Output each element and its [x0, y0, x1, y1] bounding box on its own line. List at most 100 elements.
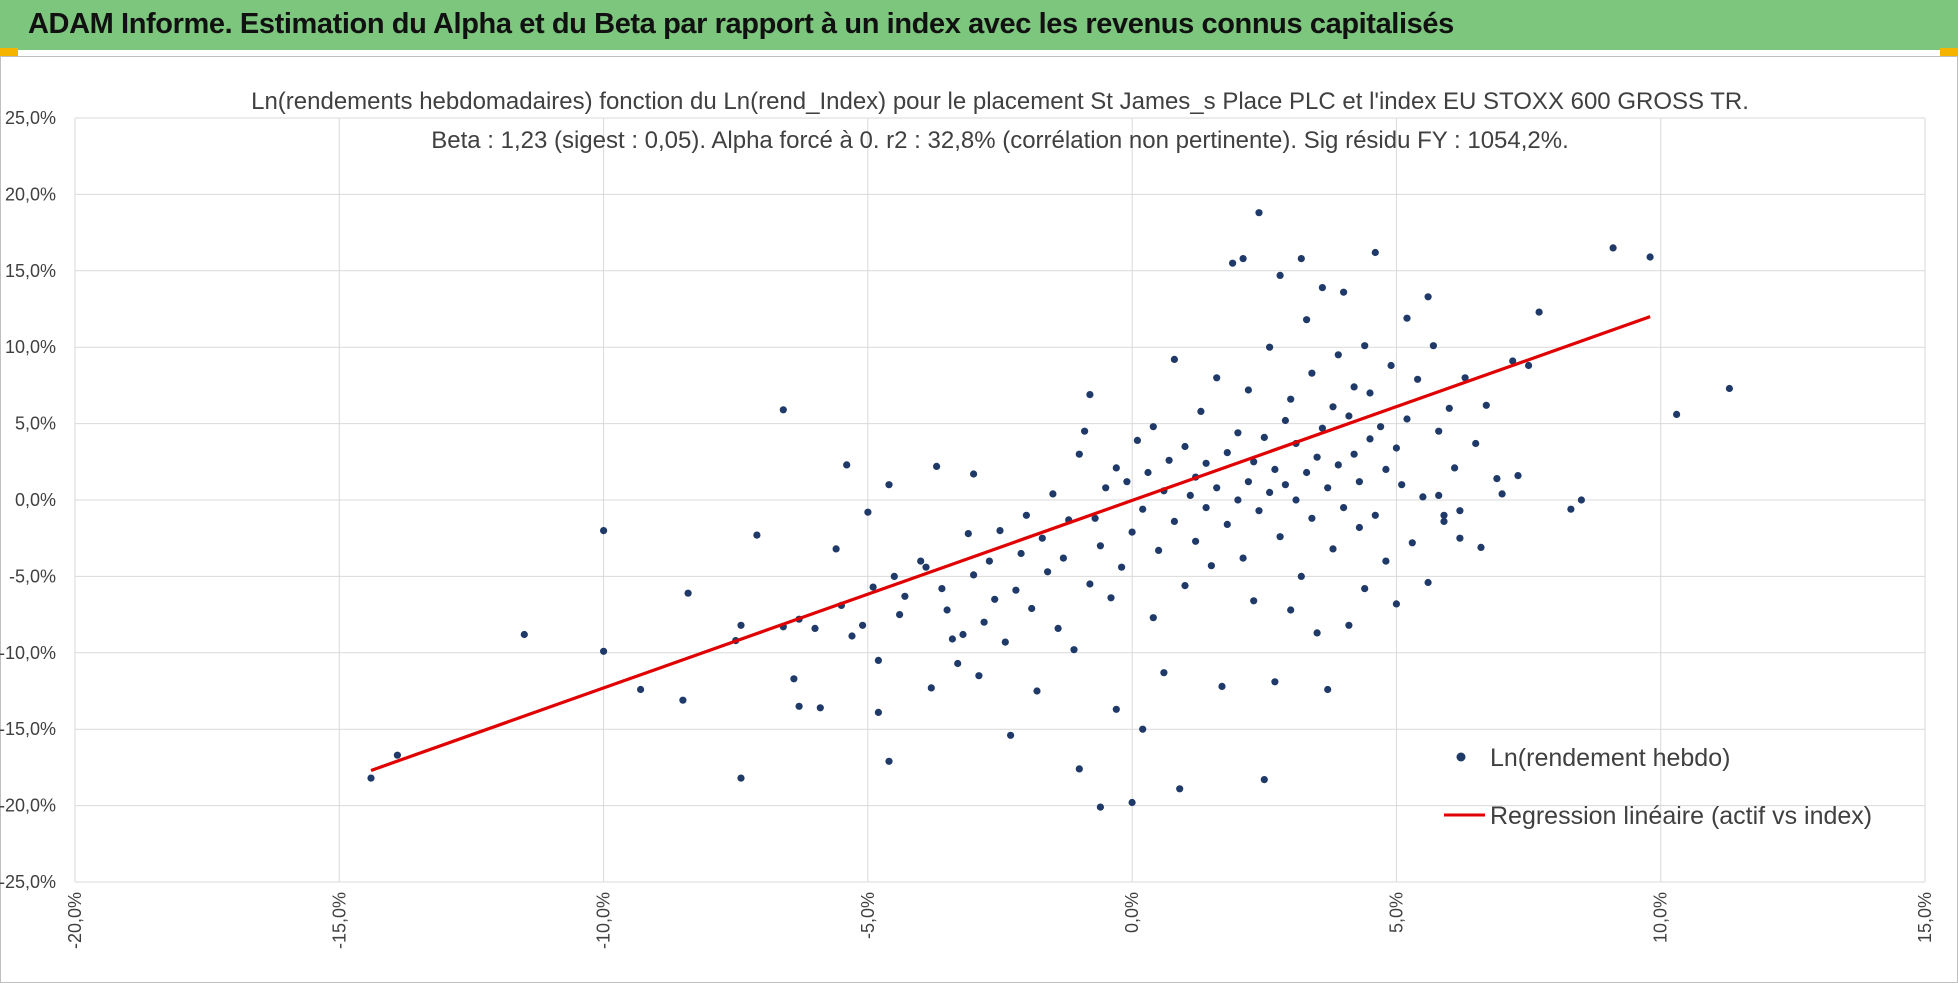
data-point	[1276, 533, 1284, 541]
data-point	[1292, 496, 1300, 504]
data-point	[938, 585, 946, 593]
data-point	[1271, 465, 1279, 473]
data-point	[922, 563, 930, 571]
x-tick-label: 5,0%	[1386, 892, 1406, 933]
y-tick-label: 15,0%	[5, 261, 56, 281]
data-point	[1324, 685, 1332, 694]
data-point	[1271, 678, 1279, 686]
y-tick-label: 10,0%	[5, 337, 56, 357]
gridlines	[74, 117, 1926, 883]
x-tick-label: 0,0%	[1122, 892, 1142, 933]
data-point	[1250, 597, 1258, 605]
data-point	[1096, 803, 1104, 811]
data-point	[843, 461, 851, 469]
data-point	[1112, 705, 1120, 713]
data-point	[1345, 412, 1353, 420]
data-point	[1207, 562, 1215, 570]
data-point	[1197, 407, 1205, 415]
data-point	[1482, 401, 1490, 409]
data-point	[864, 508, 872, 516]
data-point	[1361, 585, 1369, 593]
data-point	[1255, 209, 1263, 217]
data-point	[684, 589, 692, 597]
data-point	[1244, 386, 1252, 394]
data-point	[1086, 580, 1094, 588]
data-point	[991, 595, 999, 603]
data-point	[1223, 449, 1231, 457]
data-point	[917, 557, 925, 565]
data-point	[790, 675, 798, 683]
x-tick-label: -10,0%	[594, 892, 614, 949]
data-point	[1451, 464, 1459, 472]
data-point	[1213, 374, 1221, 382]
data-point	[737, 621, 745, 629]
data-point	[1340, 288, 1348, 296]
data-point	[1318, 424, 1326, 432]
data-point	[1260, 433, 1268, 441]
data-point	[927, 684, 935, 692]
data-point	[1054, 624, 1062, 633]
data-point	[1160, 669, 1168, 677]
legend-label-points: Ln(rendement hebdo)	[1490, 744, 1730, 772]
legend-label-regression: Regression linéaire (actif vs index)	[1490, 802, 1872, 830]
data-point	[1192, 537, 1200, 545]
y-tick-label: 25,0%	[5, 108, 56, 128]
y-tick-label: -10,0%	[0, 643, 56, 663]
data-point	[1334, 461, 1342, 469]
data-point	[1403, 314, 1411, 322]
data-point	[896, 611, 904, 619]
data-point	[1139, 725, 1147, 733]
data-point	[885, 757, 893, 765]
data-point	[1371, 248, 1379, 257]
data-point	[1281, 481, 1289, 489]
data-point	[1038, 534, 1046, 542]
data-point	[1577, 496, 1585, 504]
data-point	[964, 530, 972, 538]
data-point	[1276, 271, 1284, 279]
data-point	[1250, 458, 1258, 466]
data-point	[901, 592, 909, 600]
data-point	[1070, 646, 1078, 654]
data-point	[600, 647, 608, 655]
data-point	[753, 531, 761, 539]
data-point	[1324, 484, 1332, 492]
data-point	[1350, 383, 1358, 391]
x-tick-label: -20,0%	[65, 892, 85, 949]
data-point	[874, 708, 883, 717]
data-point	[1366, 435, 1374, 443]
data-point	[1308, 514, 1316, 522]
data-point	[1260, 776, 1268, 784]
data-point	[975, 672, 983, 680]
data-point	[1123, 478, 1131, 486]
data-point	[1255, 507, 1263, 515]
data-point	[1287, 395, 1295, 403]
data-point	[1456, 534, 1464, 542]
chart-title: Ln(rendements hebdomadaires) fonction du…	[251, 88, 1749, 115]
data-point	[985, 557, 994, 565]
y-tick-label: 0,0%	[15, 490, 56, 510]
data-point	[1086, 391, 1094, 399]
data-point	[1329, 403, 1337, 411]
data-point	[1170, 517, 1178, 526]
data-point	[1456, 507, 1464, 515]
data-point	[1382, 465, 1390, 473]
data-point	[1609, 244, 1617, 252]
data-point	[1366, 389, 1374, 397]
data-point	[1049, 490, 1057, 498]
data-point	[848, 632, 856, 640]
data-point	[816, 704, 824, 712]
data-point	[954, 659, 962, 668]
data-point	[1340, 504, 1348, 512]
data-point	[1017, 549, 1025, 558]
data-point	[737, 774, 745, 782]
data-point	[1313, 629, 1321, 637]
data-point	[1435, 491, 1443, 499]
y-tick-label: -5,0%	[9, 566, 56, 586]
data-point	[869, 583, 877, 591]
data-point	[1392, 444, 1400, 452]
data-point	[1355, 478, 1363, 486]
data-point	[1181, 582, 1189, 590]
data-point	[1419, 493, 1427, 501]
chart-subtitle: Beta : 1,23 (sigest : 0,05). Alpha forcé…	[431, 127, 1569, 154]
